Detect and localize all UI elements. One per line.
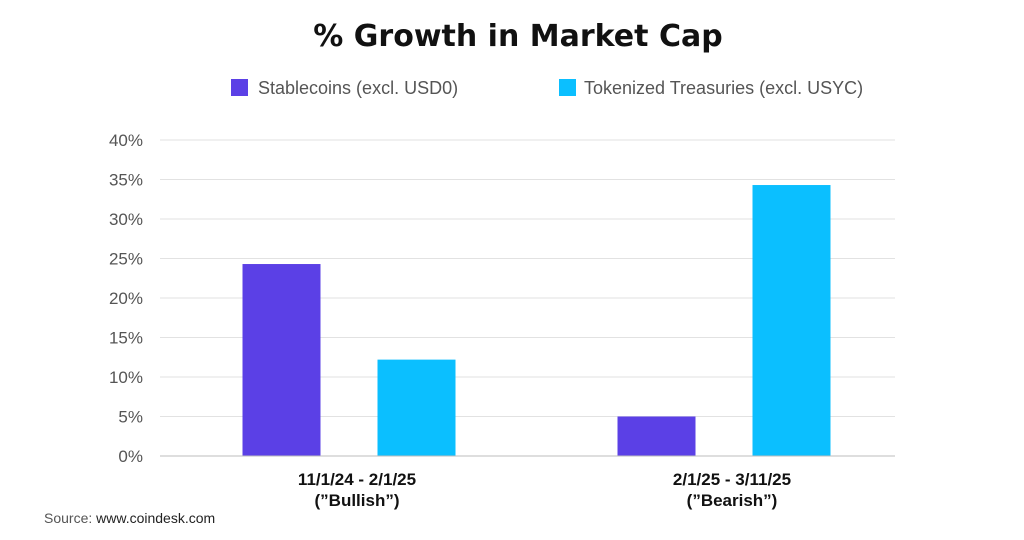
x-category-label: 2/1/25 - 3/11/25: [673, 470, 791, 489]
y-axis-ticks: 0% 5% 10% 15% 20% 25% 30% 35% 40%: [109, 131, 143, 466]
legend-swatch-tokenized-treasuries: [559, 79, 576, 96]
y-tick-label: 10%: [109, 368, 143, 387]
y-tick-label: 40%: [109, 131, 143, 150]
y-tick-label: 25%: [109, 250, 143, 269]
bar-tokenized-treasuries-0: [377, 359, 456, 456]
x-category-label: (”Bullish”): [315, 491, 400, 510]
bar-tokenized-treasuries-1: [752, 185, 831, 456]
y-tick-label: 30%: [109, 210, 143, 229]
bars: [242, 185, 831, 456]
legend-label-stablecoins: Stablecoins (excl. USD0): [258, 78, 458, 98]
chart-title: % Growth in Market Cap: [313, 19, 722, 54]
source-credit: Source: www.coindesk.com: [44, 510, 215, 526]
y-tick-label: 15%: [109, 329, 143, 348]
y-tick-label: 20%: [109, 289, 143, 308]
x-category-label: 11/1/24 - 2/1/25: [298, 470, 416, 489]
bar-stablecoins-1: [617, 416, 696, 456]
source-value: www.coindesk.com: [96, 510, 216, 526]
y-tick-label: 0%: [118, 447, 143, 466]
legend-label-tokenized-treasuries: Tokenized Treasuries (excl. USYC): [584, 78, 863, 98]
source-label: Source:: [44, 510, 93, 526]
bar-stablecoins-0: [242, 264, 321, 456]
y-tick-label: 35%: [109, 171, 143, 190]
legend-swatch-stablecoins: [231, 79, 248, 96]
y-tick-label: 5%: [118, 408, 143, 427]
x-axis-labels: 11/1/24 - 2/1/25 (”Bullish”) 2/1/25 - 3/11…: [298, 470, 791, 510]
x-category-label: (”Bearish”): [687, 491, 778, 510]
chart-legend: Stablecoins (excl. USD0) Tokenized Treas…: [231, 78, 863, 98]
